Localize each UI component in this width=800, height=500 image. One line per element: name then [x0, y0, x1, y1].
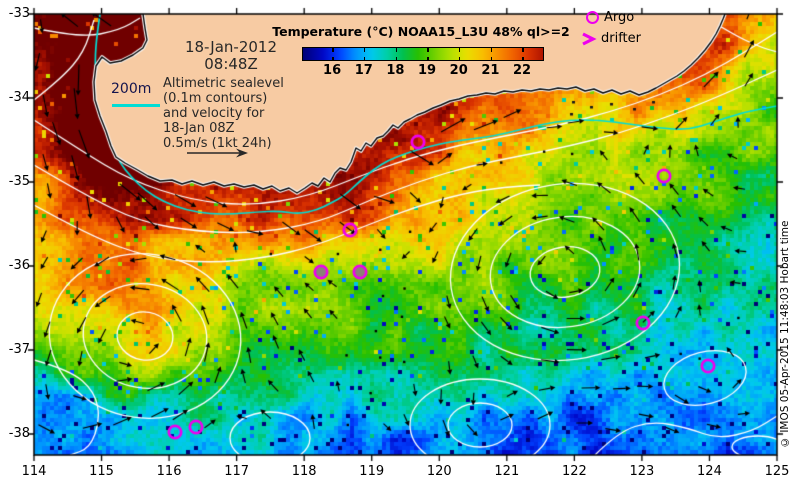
x-axis-tick-label: 120	[426, 464, 452, 479]
x-axis-tick-label: 119	[359, 464, 385, 479]
y-axis-tick-label: -37	[8, 342, 30, 357]
y-axis-tick-label: -35	[8, 174, 30, 189]
x-axis-tick-label: 124	[697, 464, 722, 479]
y-axis-tick-label: -34	[8, 90, 30, 105]
x-axis-tick-label: 123	[629, 464, 655, 479]
x-axis-tick-label: 122	[561, 464, 587, 479]
annotation: Altimetric sealevel (0.1m contours) and ve…	[163, 76, 284, 151]
isobath-label: 200m	[111, 81, 152, 97]
colorbar-tick	[458, 56, 461, 60]
x-axis-tick-label: 116	[156, 464, 182, 479]
colorbar-tick-label: 18	[386, 63, 405, 78]
y-axis-tick-label: -33	[8, 6, 30, 21]
annotation-line: 18-Jan 08Z	[163, 121, 235, 136]
colorbar-tick	[395, 48, 398, 52]
x-axis-tick-label: 114	[21, 464, 47, 479]
x-axis-tick-label: 117	[224, 464, 250, 479]
colorbar-tick	[427, 48, 429, 52]
colorbar-tick	[522, 56, 524, 60]
colorbar-tick	[522, 48, 524, 52]
colorbar-tick	[427, 56, 429, 60]
colorbar-tick-label: 20	[449, 63, 468, 78]
y-axis-tick-label: -36	[8, 258, 30, 273]
colorbar-tick-label: 22	[513, 63, 532, 78]
colorbar-tick-label: 21	[481, 63, 500, 78]
copyright-note: © IMOS 05-Apr-2015 11:48:03 Hobart time	[779, 220, 791, 448]
scale-arrow-icon	[187, 148, 248, 158]
colorbar	[302, 47, 544, 61]
drifter-marker-icon	[582, 32, 597, 46]
x-axis-tick-label: 118	[291, 464, 317, 479]
x-axis-tick-label: 121	[494, 464, 520, 479]
colorbar-tick	[458, 48, 461, 52]
legend-argo-label: Argo	[604, 10, 635, 25]
x-axis-tick-label: 125	[764, 464, 790, 479]
y-axis-tick-label: -38	[8, 426, 30, 441]
colorbar-tick-label: 17	[354, 63, 373, 78]
colorbar-tick-label: 19	[418, 63, 437, 78]
annotation-line: and velocity for	[163, 106, 265, 121]
colorbar-tick	[395, 56, 398, 60]
date-line1: 18-Jan-2012	[184, 38, 278, 56]
colorbar-tick	[363, 56, 366, 60]
colorbar-tick-label: 16	[323, 63, 342, 78]
annotation-line: (0.1m contours)	[163, 91, 268, 106]
date-line2: 08:48Z	[204, 55, 258, 73]
legend-drifter-label: drifter	[601, 31, 641, 46]
colorbar-tick	[490, 48, 493, 52]
date-label: 18-Jan-2012 08:48Z	[156, 39, 306, 73]
colorbar-tick	[332, 56, 334, 60]
colorbar-tick	[363, 48, 366, 52]
colorbar-tick	[490, 56, 493, 60]
colorbar-title: Temperature (°C) NOAA15_L3U 48% ql>=2	[272, 24, 570, 39]
x-axis-tick-label: 115	[89, 464, 114, 479]
isobath-swatch	[112, 104, 160, 107]
argo-marker-icon	[586, 11, 599, 24]
annotation-line: Altimetric sealevel	[163, 76, 284, 91]
annotation-line: 0.5m/s (1kt 24h)	[163, 136, 272, 151]
colorbar-tick	[332, 48, 334, 52]
